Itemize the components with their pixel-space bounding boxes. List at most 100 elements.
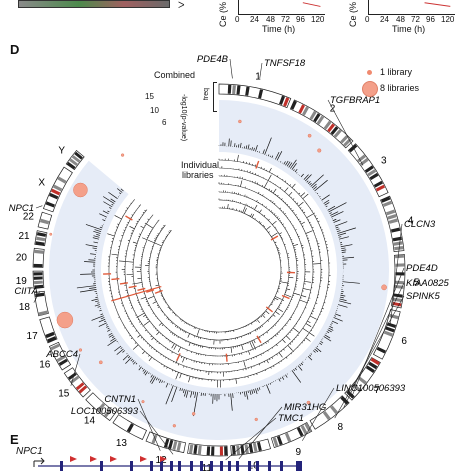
chromosome-band	[383, 330, 394, 337]
chromosome-band	[395, 272, 405, 276]
library-track-spike	[107, 233, 115, 237]
library-track-spike	[154, 242, 162, 247]
combined-spike	[122, 350, 125, 353]
combined-spike	[99, 226, 103, 229]
library-track-spike	[138, 321, 141, 323]
library-track-spike	[156, 234, 159, 237]
library-track-spike	[177, 363, 180, 366]
chromosome-label: X	[38, 177, 45, 188]
library-track-spike	[251, 340, 256, 349]
combined-spike	[319, 196, 321, 198]
insertion-flag-icon	[90, 456, 97, 462]
library-track-spike	[132, 325, 134, 327]
library-track-spike	[170, 309, 172, 311]
library-track-spike	[282, 179, 284, 181]
library-track-spike	[292, 327, 299, 333]
combined-spike	[94, 304, 101, 307]
library-track-spike	[124, 227, 127, 229]
gene-exon	[100, 461, 103, 471]
combined-spike	[116, 341, 118, 343]
chromosome-band	[393, 241, 403, 246]
combined-spike	[309, 182, 312, 186]
combined-track	[76, 137, 360, 417]
chromosome-band	[387, 213, 397, 220]
combined-spike	[323, 199, 330, 204]
gene-exon	[248, 461, 251, 471]
combined-spike	[95, 296, 99, 298]
combined-spike	[138, 365, 141, 367]
library-track-spike	[258, 363, 261, 366]
library-track-spike	[253, 339, 256, 344]
library-track-spike	[293, 244, 299, 247]
gene-leader-line	[139, 410, 174, 455]
library-track-spike	[181, 356, 183, 359]
library-track-spike	[182, 357, 185, 363]
hit-marker	[128, 285, 137, 289]
library-bubble	[49, 232, 53, 236]
combined-spike	[339, 296, 344, 299]
library-track-spike	[313, 212, 315, 214]
library-track-spike	[306, 213, 313, 219]
right-chart-axes	[368, 0, 455, 15]
gene-leader-line	[302, 387, 335, 441]
combined-spike	[339, 236, 349, 240]
library-track-spike	[268, 218, 270, 221]
gene-exon	[130, 461, 133, 471]
gene-exon	[60, 461, 63, 471]
combined-spike	[342, 256, 355, 259]
library-track-spike	[157, 306, 160, 308]
library-track-spike	[144, 209, 146, 212]
library-track-spike	[119, 260, 126, 262]
combined-spike	[255, 388, 258, 395]
hit-marker	[125, 215, 133, 221]
library-track-spike	[173, 344, 177, 350]
combined-spike	[149, 375, 155, 383]
library-track-spike	[244, 194, 246, 197]
chromosome-band	[368, 361, 378, 370]
library-track-spike	[158, 342, 160, 344]
combined-spike	[138, 366, 142, 371]
library-track-spike	[278, 306, 280, 308]
chromosome-band	[36, 236, 46, 242]
combined-spike	[316, 345, 319, 347]
combined-spike	[182, 388, 185, 394]
library-track-spike	[180, 318, 182, 321]
chromosome-band	[290, 100, 297, 110]
left-chart-xlabel: Time (h)	[262, 24, 296, 34]
library-track-spike	[264, 311, 266, 313]
library-track-spike	[280, 222, 283, 224]
left-chart-axes	[238, 0, 325, 15]
gene-exon	[178, 461, 181, 471]
library-track-spike	[126, 207, 128, 209]
gene-leader-line	[351, 267, 405, 398]
library-track-spike	[245, 203, 247, 206]
combined-spike	[294, 367, 297, 371]
combined-spike	[337, 232, 347, 236]
combined-spike	[107, 210, 110, 213]
library-track-spike	[121, 234, 124, 237]
combined-spike	[297, 365, 303, 371]
combined-spike	[181, 388, 183, 391]
library-track-spike	[288, 206, 290, 208]
chromosome-band	[39, 218, 50, 225]
left-chart-tick-5: 120	[311, 15, 325, 24]
library-track-spike	[284, 294, 292, 298]
library-track-spike	[274, 297, 279, 301]
library-track-spike	[166, 317, 168, 319]
library-track-spike	[254, 164, 256, 167]
library-track-spike	[179, 373, 182, 379]
combined-spike	[90, 253, 97, 255]
combined-spike	[158, 379, 162, 384]
library-track-spike	[279, 207, 281, 210]
library-track-spike	[135, 223, 138, 225]
library-track-spike	[140, 296, 146, 300]
library-track-spike	[286, 288, 291, 291]
library-track-spike	[254, 347, 256, 350]
combined-spike	[314, 348, 319, 353]
library-track-spike	[248, 333, 250, 335]
library-bubble	[98, 360, 103, 365]
chromosome-band	[364, 165, 374, 173]
left-chart-tick-4: 96	[296, 15, 305, 24]
library-track-spike	[273, 299, 276, 301]
left-chart: Ce (% 0 24 48 72 96 120 Time (h)	[214, 0, 325, 36]
